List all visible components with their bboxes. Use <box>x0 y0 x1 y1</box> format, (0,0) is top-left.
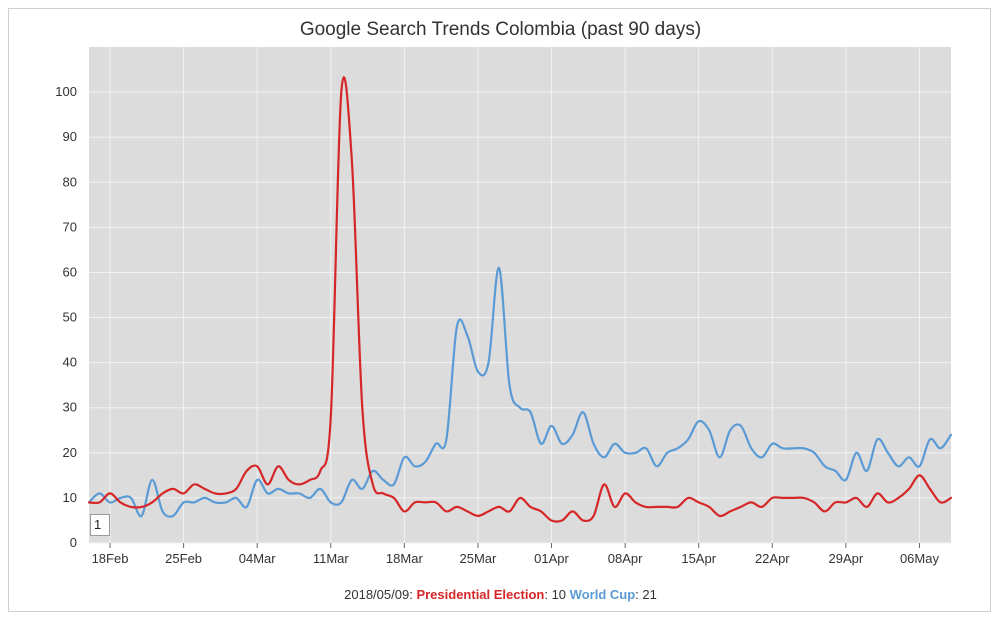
x-tick-label: 25Mar <box>460 551 498 566</box>
legend-date: 2018/05/09 <box>344 587 410 602</box>
y-tick-label: 100 <box>55 84 77 99</box>
y-tick-label: 0 <box>70 535 77 550</box>
y-tick-label: 90 <box>63 129 77 144</box>
range-selector-input[interactable]: 1 <box>90 514 110 536</box>
y-tick-label: 20 <box>63 445 77 460</box>
x-tick-label: 29Apr <box>829 551 864 566</box>
legend-separator: : <box>635 587 639 602</box>
chart-title: Google Search Trends Colombia (past 90 d… <box>299 19 702 40</box>
y-tick-label: 70 <box>63 219 77 234</box>
series-line-presidential-election <box>87 76 953 523</box>
legend-series-presidential-election: Presidential Election <box>416 587 545 602</box>
x-tick-label: 11Mar <box>313 551 350 566</box>
y-tick-label: 80 <box>63 174 77 189</box>
y-tick-label: 30 <box>63 400 77 415</box>
plot-background <box>89 47 951 543</box>
legend-separator: : <box>409 587 413 602</box>
series-line-world-cup <box>87 266 953 518</box>
y-axis-ticks: 0 10 20 30 40 50 60 70 80 90 100 <box>55 84 77 550</box>
y-tick-label: 60 <box>63 264 77 279</box>
x-tick-label: 22Apr <box>755 551 790 566</box>
y-tick-label: 40 <box>63 355 77 370</box>
x-tick-label: 25Feb <box>165 551 202 566</box>
x-tick-label: 06May <box>900 551 940 566</box>
x-tick-label: 01Apr <box>534 551 569 566</box>
x-tick-label: 04Mar <box>239 551 277 566</box>
legend: 2018/05/09: Presidential Election: 10 Wo… <box>9 587 992 602</box>
x-tick-label: 15Apr <box>681 551 716 566</box>
legend-value-world-cup: 21 <box>642 587 657 602</box>
chart-frame: Google Search Trends Colombia (past 90 d… <box>8 8 991 612</box>
y-tick-label: 10 <box>63 490 77 505</box>
legend-value-presidential-election: 10 <box>551 587 567 602</box>
legend-series-world-cup: World Cup <box>569 587 636 602</box>
y-tick-label: 50 <box>63 310 77 325</box>
series-lines <box>87 76 953 523</box>
x-tick-label: 08Apr <box>608 551 643 566</box>
legend-separator: : <box>544 587 548 602</box>
x-tick-label: 18Mar <box>386 551 424 566</box>
x-axis-ticks: 18Feb 25Feb 04Mar 11Mar 18Mar 25Mar 01Apr 08Apr… <box>92 543 940 566</box>
x-tick-label: 18Feb <box>92 551 129 566</box>
